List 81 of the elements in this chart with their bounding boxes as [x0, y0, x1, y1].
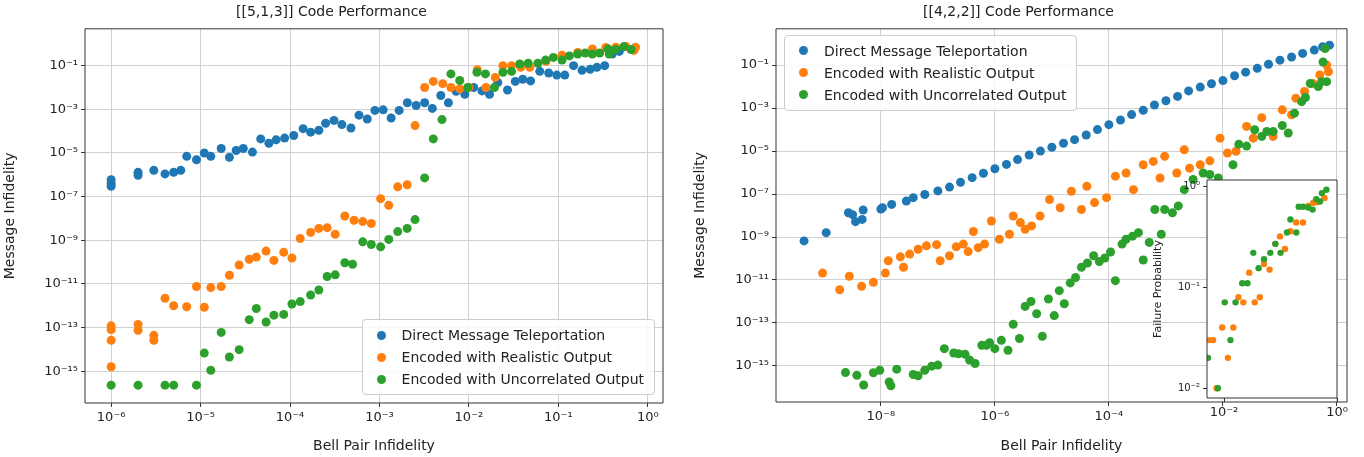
point: [1127, 110, 1137, 120]
x-tick-label: 10⁻⁶: [980, 408, 1010, 424]
y-tick-label: 10⁻⁹: [740, 228, 769, 244]
point: [1059, 138, 1069, 148]
y-tick-label: 10⁻¹: [740, 56, 769, 72]
point: [978, 168, 988, 178]
x-tick-label: 10⁻⁴: [1094, 408, 1124, 424]
point: [1035, 146, 1045, 156]
x-tick-label: 10⁻⁵: [186, 409, 215, 425]
y-tick-label: 10⁻¹⁵: [735, 357, 769, 373]
point: [967, 173, 977, 183]
legend-label: Encoded with Realistic Output: [401, 348, 613, 367]
point: [1070, 135, 1080, 145]
y-tick-label: 10⁻⁹: [49, 231, 78, 247]
point: [1138, 105, 1148, 115]
point: [920, 190, 930, 200]
y-tick-label: 10⁻⁷: [49, 188, 78, 204]
point: [1287, 52, 1297, 62]
point: [944, 182, 954, 192]
point: [1002, 159, 1011, 169]
y-tick-label: 10⁻³: [740, 99, 769, 115]
point: [1230, 71, 1240, 81]
point: [1195, 82, 1205, 92]
y-tick-label: 10⁻¹: [49, 57, 78, 73]
point: [990, 164, 1000, 174]
y-tick-label: 10⁻¹³: [44, 318, 78, 334]
point: [908, 193, 918, 203]
x-tick-label: 10⁻¹: [544, 409, 573, 425]
y-tick-label: 10⁻¹¹: [44, 275, 78, 291]
point: [1298, 48, 1308, 58]
x-tick-label: 10⁻⁸: [866, 408, 896, 424]
x-tick-label: 10⁻²: [1209, 404, 1239, 420]
point: [1161, 96, 1171, 106]
point: [1024, 150, 1034, 160]
legend-label: Encoded with Uncorrelated Output: [824, 85, 1067, 105]
legend-label: Encoded with Uncorrelated Output: [401, 370, 644, 389]
legend-label: Encoded with Realistic Output: [824, 63, 1035, 83]
y-tick-label: 10⁻⁵: [740, 142, 769, 158]
point: [1081, 130, 1091, 140]
x-axis-title: Bell Pair Infidelity: [1000, 437, 1123, 454]
y-tick-label: 10⁻²: [1177, 381, 1200, 393]
x-tick-label: 10⁻²: [454, 409, 484, 425]
point: [1218, 76, 1228, 86]
point: [887, 199, 897, 209]
y-axis-title: Failure Probability: [1151, 239, 1165, 338]
point: [1309, 45, 1319, 55]
y-tick-label: 10⁻¹: [1177, 280, 1200, 292]
y-tick-label: 10⁻¹⁵: [44, 362, 78, 378]
point: [1104, 120, 1114, 130]
point: [1252, 63, 1262, 73]
y-axis-title: Message Infidelity: [691, 152, 708, 279]
y-tick-label: 10⁰: [1183, 180, 1200, 192]
point: [933, 186, 943, 196]
x-axis-title: Bell Pair Infidelity: [313, 437, 435, 454]
chart-title: [[5,1,3]] Code Performance: [236, 3, 427, 20]
x-tick-label: 10⁻⁶: [96, 409, 126, 425]
point: [1149, 100, 1159, 110]
chart-title: [[4,2,2]] Code Performance: [923, 3, 1114, 20]
x-tick-label: 10⁻³: [365, 409, 394, 425]
point: [1047, 142, 1057, 152]
x-tick-label: 10⁻⁴: [275, 409, 305, 425]
y-axis-title: Message Infidelity: [1, 152, 18, 280]
point: [1092, 125, 1102, 135]
point: [956, 177, 966, 187]
point: [1275, 55, 1285, 65]
y-tick-label: 10⁻⁵: [49, 144, 78, 160]
point: [1241, 67, 1251, 77]
y-tick-label: 10⁻¹³: [735, 314, 769, 330]
y-tick-label: 10⁻³: [49, 100, 78, 116]
point: [1013, 155, 1023, 165]
point: [1206, 79, 1216, 89]
y-tick-label: 10⁻¹¹: [735, 271, 769, 287]
x-tick-label: 10⁰: [1326, 404, 1348, 420]
legend-label: Direct Message Teleportation: [401, 326, 606, 345]
point: [1264, 59, 1273, 69]
point: [1173, 91, 1183, 101]
legend-label: Direct Message Teleportation: [824, 41, 1028, 61]
y-tick-label: 10⁻⁷: [740, 185, 769, 201]
point: [1184, 86, 1194, 96]
point: [1116, 115, 1126, 125]
x-tick-label: 10⁰: [636, 409, 659, 425]
